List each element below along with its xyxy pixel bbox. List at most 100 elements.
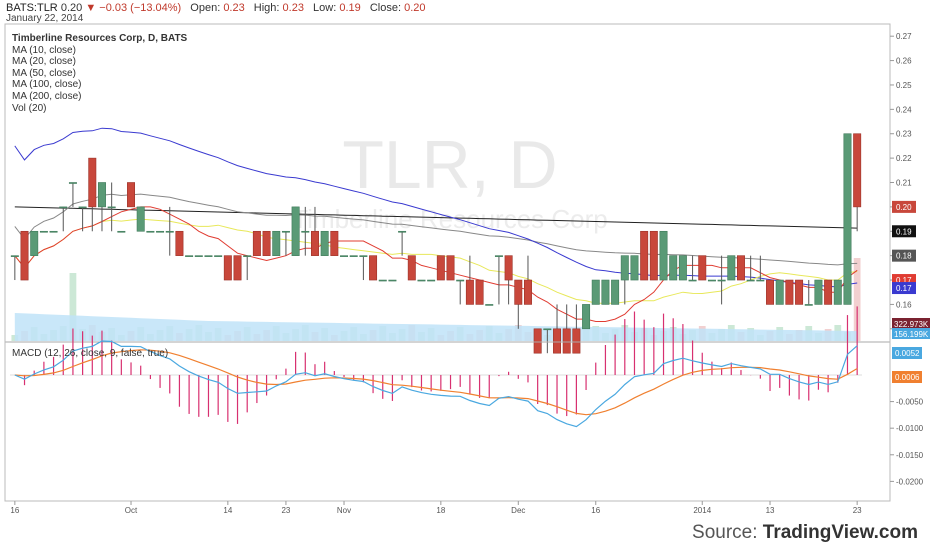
candle-body <box>756 279 765 282</box>
candle-body <box>214 255 223 257</box>
candle-body <box>407 255 416 281</box>
candle-body <box>436 255 445 281</box>
candle-body <box>707 279 716 282</box>
macd-axis-label: -0.0200 <box>896 477 924 486</box>
price-tag-text: 0.17 <box>896 276 912 285</box>
candle-body <box>340 255 349 257</box>
candle-body <box>320 230 329 256</box>
macd-axis-label: -0.0150 <box>896 451 924 460</box>
candle-body <box>127 182 136 208</box>
candle-body <box>475 279 484 305</box>
candle-body <box>369 255 378 281</box>
price-tag-text: 0.20 <box>896 203 912 212</box>
open-label: Open: <box>190 2 221 14</box>
volume-tag <box>892 318 930 329</box>
legend-ma200[interactable]: MA (200, close) <box>12 91 82 102</box>
open-value: 0.23 <box>223 2 245 14</box>
candle-body <box>59 206 68 209</box>
source-brand: TradingView.com <box>762 522 918 543</box>
price-tag-text: 0.19 <box>896 227 912 236</box>
close-label: Close: <box>369 2 402 14</box>
legend-ma20[interactable]: MA (20, close) <box>12 56 76 68</box>
candle-body <box>727 255 736 281</box>
candle-body <box>281 230 290 233</box>
volume-bar <box>853 258 861 341</box>
down-arrow-icon: ▼ <box>85 2 97 14</box>
ma50-line <box>14 127 858 288</box>
candle-body <box>562 328 571 354</box>
legend-ma100[interactable]: MA (100, close) <box>12 79 82 91</box>
candle-body <box>591 279 600 305</box>
source-credit: Source: TradingView.com <box>692 522 918 544</box>
candle-body <box>78 206 87 209</box>
candle-body <box>630 255 639 281</box>
price-axis-label: 0.26 <box>896 57 912 66</box>
candle-body <box>68 182 77 184</box>
candle-body <box>10 255 19 257</box>
time-axis-label: 14 <box>223 506 232 515</box>
price-axis-label: 0.25 <box>896 81 912 90</box>
candle-body <box>446 255 455 281</box>
time-axis-label: 23 <box>281 506 290 515</box>
candle-body <box>514 279 523 305</box>
candle-body <box>620 255 629 281</box>
candle-body <box>49 230 58 233</box>
candle-body <box>310 230 319 256</box>
ma10-line <box>14 206 858 322</box>
time-axis-label: Oct <box>125 506 138 515</box>
candle-body <box>688 279 697 282</box>
price-tag <box>892 225 916 238</box>
candle-body <box>398 230 407 233</box>
candle-body <box>833 279 842 305</box>
volume-bar <box>69 273 77 341</box>
volume-tag-text: 322.973K <box>894 320 929 329</box>
price-tag-text: 0.17 <box>896 284 912 293</box>
macd-tag-text: 0.0052 <box>895 349 920 358</box>
candle-body <box>427 279 436 282</box>
candle-body <box>97 182 106 208</box>
candle-body <box>39 230 48 233</box>
high-value: 0.23 <box>282 2 304 14</box>
ma200-line <box>14 206 858 229</box>
legend-volume[interactable]: Vol (20) <box>12 102 47 114</box>
candle-body <box>107 206 116 209</box>
candle-body <box>853 133 862 208</box>
source-prefix: Source: <box>692 522 763 543</box>
legend-ma50[interactable]: MA (50, close) <box>12 67 76 79</box>
volume-ma-area <box>14 313 858 341</box>
macd-label[interactable]: MACD (12, 26, close, 9, false, true) <box>12 348 169 359</box>
low-value: 0.19 <box>339 2 361 14</box>
candle-body <box>417 279 426 282</box>
candle-body <box>504 255 513 281</box>
price-tag <box>892 200 916 213</box>
change: −0.03 (−13.04%) <box>99 2 182 14</box>
low-label: Low: <box>313 2 337 14</box>
candle-body <box>185 255 194 257</box>
candle-body <box>301 230 310 233</box>
time-axis-label: 18 <box>436 506 445 515</box>
candle-body <box>233 255 242 281</box>
candle-body <box>136 206 145 232</box>
close-value: 0.20 <box>404 2 426 14</box>
candle-body <box>291 206 300 256</box>
price-tag-text: 0.18 <box>896 252 912 261</box>
candle-body <box>795 279 804 305</box>
candle-body <box>117 230 126 233</box>
price-axis-label: 0.23 <box>896 130 912 139</box>
price-axis-label: 0.16 <box>896 300 912 309</box>
legend-ma10[interactable]: MA (10, close) <box>12 44 76 56</box>
symbol: BATS:TLR <box>6 2 58 14</box>
macd-tag <box>892 347 922 359</box>
macd-pane <box>10 306 862 428</box>
legend-title: Timberline Resources Corp, D, BATS <box>12 33 188 44</box>
high-label: High: <box>253 2 280 14</box>
candle-body <box>775 279 784 305</box>
candle-body <box>698 255 707 281</box>
candle-body <box>330 230 339 256</box>
moving-averages <box>14 127 858 322</box>
price-tag <box>892 249 916 262</box>
candle-body <box>175 230 184 256</box>
candle-body <box>814 279 823 305</box>
candle-body <box>465 279 474 305</box>
